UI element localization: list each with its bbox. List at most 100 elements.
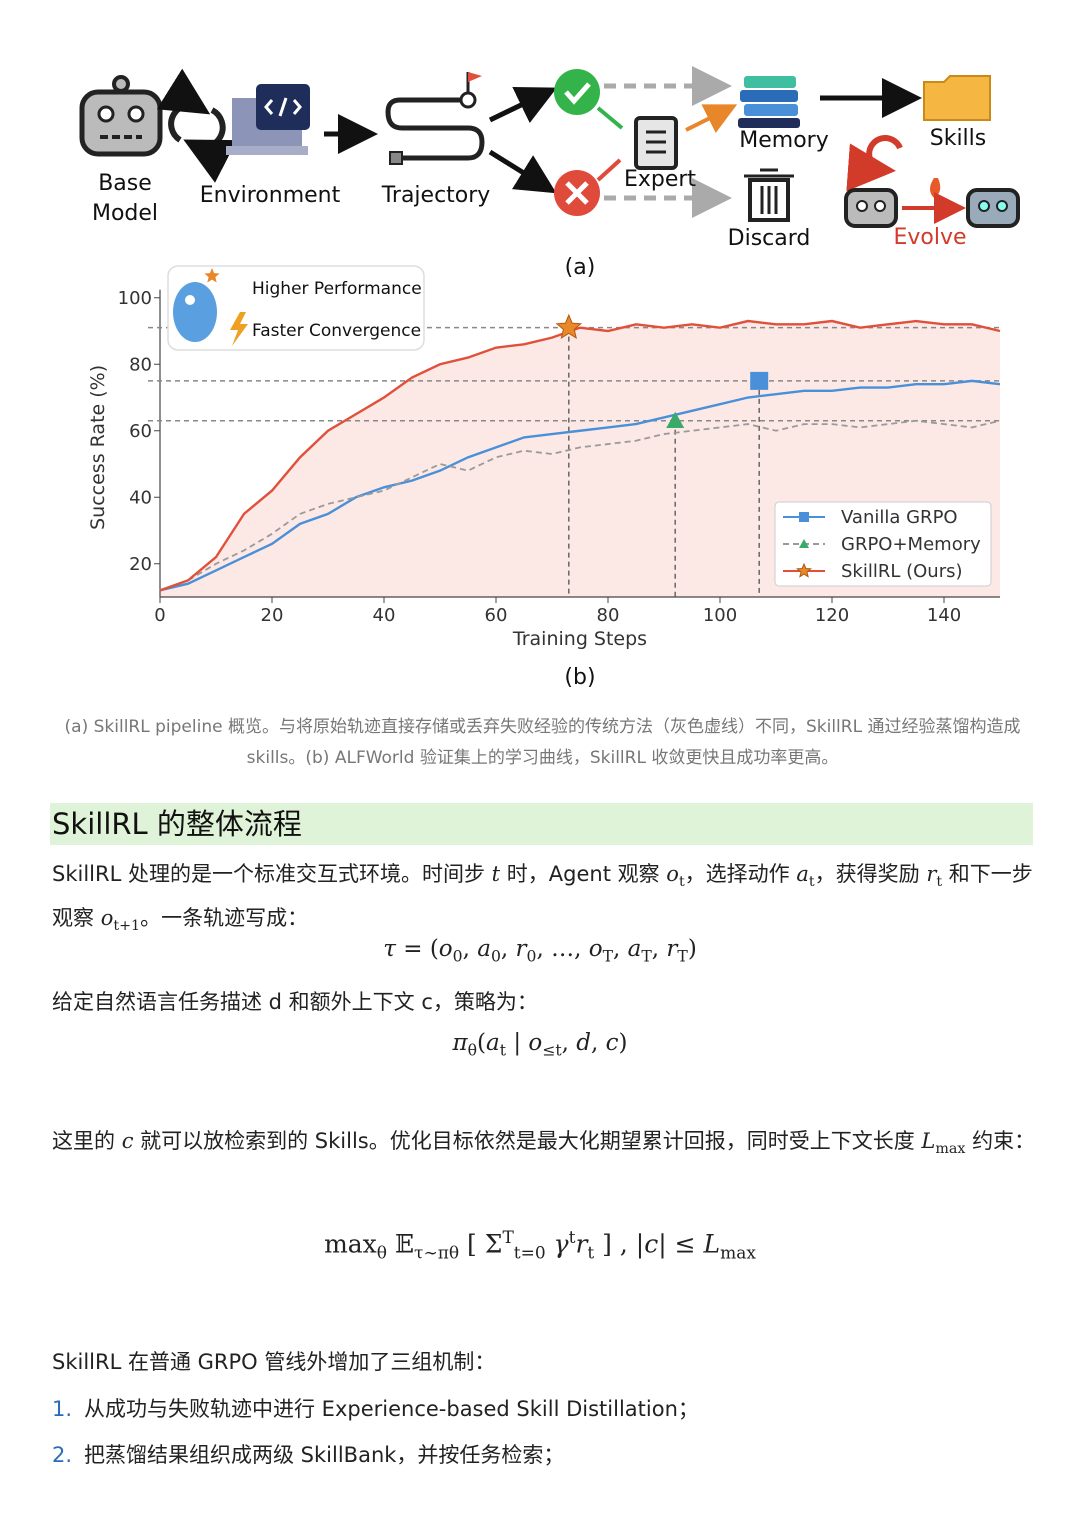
- list-text: 把蒸馏结果组织成两级 SkillBank，并按任务检索；: [84, 1443, 565, 1467]
- text: ,: [651, 936, 667, 962]
- list-text: 从成功与失败轨迹中进行 Experience-based Skill Disti…: [84, 1397, 699, 1421]
- subscript: 0: [526, 946, 537, 966]
- text: = (: [395, 936, 439, 962]
- text: 给定自然语言任务描述 d 和额外上下文 c，策略为：: [52, 990, 538, 1014]
- marker: [796, 562, 812, 578]
- subscript: T: [641, 946, 652, 966]
- fire-icon: [930, 178, 941, 198]
- arrow: [596, 106, 624, 130]
- y-tick-label: 80: [129, 354, 152, 375]
- cross: [565, 181, 589, 205]
- legend-box: [774, 501, 992, 587]
- list-marker: 1.: [52, 1397, 73, 1421]
- lightning-icon: [230, 312, 248, 346]
- label: Discard: [728, 226, 811, 251]
- text: ,: [591, 1030, 606, 1056]
- math-symbol: o: [528, 1030, 543, 1056]
- text: |: [506, 1030, 529, 1056]
- trash-lines: [744, 168, 794, 214]
- y-axis-label: Success Rate (%): [87, 365, 109, 530]
- chart: 20 40 60 80 100 0 20 40 60 80 100 120 140 Training St…: [87, 265, 1001, 690]
- math-symbol: a: [796, 862, 809, 886]
- text: 这里的: [52, 1129, 122, 1153]
- x-tick-label: 140: [927, 605, 961, 626]
- math-symbol: a: [477, 936, 491, 962]
- y-tick-label: 40: [129, 487, 152, 508]
- label: Memory: [739, 128, 828, 153]
- annotation: Higher Performance: [252, 279, 422, 299]
- text: 时，Agent 观察: [500, 862, 667, 886]
- robot-eye: [996, 200, 1008, 212]
- arrow: [685, 104, 738, 134]
- math-symbol: t: [491, 862, 501, 886]
- marker: [799, 539, 809, 548]
- legend-label: SkillRL (Ours): [841, 561, 963, 582]
- math-symbol: c: [121, 1129, 134, 1153]
- subscript: t: [587, 1243, 595, 1264]
- x-tick-label: 100: [703, 605, 737, 626]
- arrow: [488, 87, 558, 124]
- label: Trajectory: [381, 183, 491, 208]
- success-icon: [554, 69, 600, 115]
- text: 和下一步观察: [52, 862, 1033, 931]
- text: ,: [500, 936, 516, 962]
- x-tick-label: 0: [154, 605, 165, 626]
- flag: [468, 72, 482, 82]
- subscript: t: [808, 874, 815, 891]
- list-item: 1. 从成功与失败轨迹中进行 Experience-based Skill Dis…: [52, 1391, 699, 1427]
- robot-eye: [874, 200, 886, 212]
- text: max: [324, 1229, 377, 1259]
- x-tick-label: 20: [261, 605, 284, 626]
- subscript: t: [678, 874, 685, 891]
- text: ): [618, 1030, 628, 1056]
- formula: maxθ 𝔼τ∼πθ [ ΣTt=0 γtrt ] , |c| ≤ Lmax: [0, 1228, 1080, 1263]
- marker: [799, 512, 809, 522]
- subscript: max: [720, 1243, 756, 1264]
- subscript: 0: [490, 946, 501, 966]
- subscript: max: [935, 1141, 966, 1158]
- robot-eye: [97, 105, 115, 123]
- robot-eye: [127, 105, 145, 123]
- expert-lines: [646, 130, 666, 154]
- label: Expert: [624, 167, 696, 192]
- text: 𝔼: [387, 1229, 415, 1259]
- label: Evolve: [893, 225, 966, 250]
- superscript: T: [502, 1228, 514, 1248]
- trajectory-end: [459, 91, 477, 109]
- subscript: t: [936, 874, 943, 891]
- book: [744, 76, 796, 88]
- formula: πθ(at | o≤t, d, c): [0, 1030, 1080, 1060]
- formula: τ = (o0, a0, r0, …, oT, aT, rT): [0, 936, 1080, 966]
- math-symbol: L: [921, 1129, 936, 1153]
- line: [159, 319, 1001, 592]
- superscript: t: [568, 1228, 576, 1248]
- x-tick-label: 60: [485, 605, 508, 626]
- list-marker: 2.: [52, 1443, 73, 1467]
- subscript: ≤t: [542, 1040, 562, 1060]
- text: (: [477, 1030, 487, 1056]
- list-item: 2. 把蒸馏结果组织成两级 SkillBank，并按任务检索；: [52, 1437, 564, 1473]
- text: ，获得奖励: [814, 862, 927, 886]
- subscript: T: [677, 946, 688, 966]
- robot-eye: [978, 200, 990, 212]
- text: ,: [462, 936, 478, 962]
- subscript: 0: [452, 946, 463, 966]
- text: , …,: [536, 936, 589, 962]
- panel-label: (b): [564, 665, 595, 690]
- math-symbol: γ: [553, 1229, 569, 1259]
- subscript: θ: [376, 1243, 388, 1264]
- subscript: θ: [467, 1040, 478, 1060]
- text: ,: [613, 936, 628, 962]
- trash-icon: [748, 178, 790, 222]
- x-tick-label: 120: [815, 605, 849, 626]
- x-tick-label: 80: [597, 605, 620, 626]
- math-symbol: π: [452, 1030, 468, 1056]
- x-tick-label: 40: [373, 605, 396, 626]
- subscript: τ∼πθ: [414, 1243, 460, 1264]
- panel-label: (a): [565, 255, 596, 280]
- subscript: t=0: [513, 1243, 546, 1264]
- text: [546, 1229, 554, 1258]
- text: 就可以放检索到的 Skills。优化目标依然是最大化期望累计回报，同时受上下文长…: [133, 1129, 922, 1153]
- section-heading: SkillRL 的整体流程: [50, 803, 1033, 845]
